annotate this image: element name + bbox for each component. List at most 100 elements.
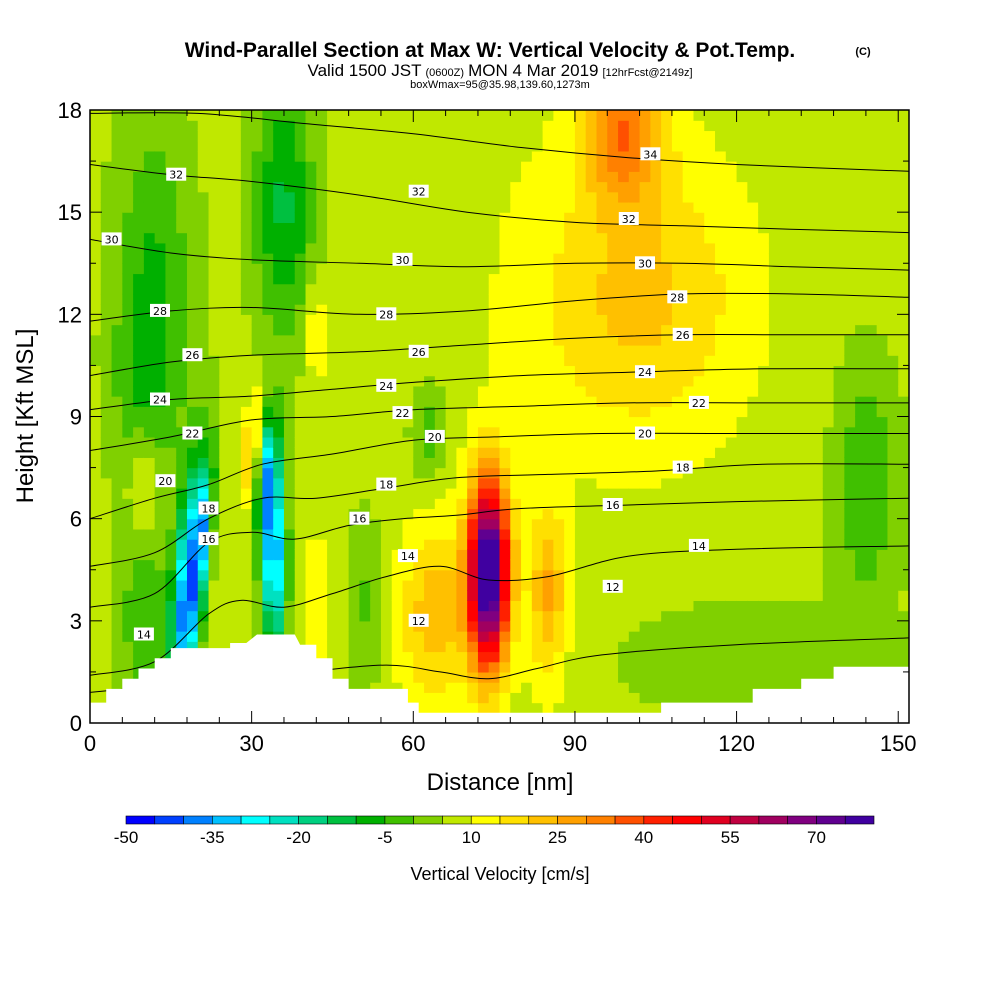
velocity-cell <box>596 610 608 622</box>
velocity-cell <box>574 396 587 407</box>
velocity-cell <box>855 457 867 469</box>
velocity-cell <box>801 508 813 520</box>
velocity-cell <box>521 171 533 183</box>
velocity-cell <box>359 314 371 326</box>
velocity-cell <box>111 110 123 121</box>
velocity-cell <box>337 344 350 356</box>
velocity-cell <box>531 375 544 387</box>
velocity-cell <box>402 518 414 530</box>
velocity-cell <box>230 222 242 234</box>
velocity-cell <box>887 457 899 469</box>
velocity-cell <box>488 140 501 152</box>
velocity-cell <box>607 191 619 203</box>
velocity-cell <box>801 671 813 683</box>
velocity-cell <box>650 344 662 356</box>
velocity-cell <box>531 631 544 642</box>
velocity-cell <box>553 314 565 326</box>
isentrope-label: 22 <box>688 395 709 410</box>
velocity-cell <box>499 631 511 642</box>
velocity-cell <box>370 590 382 601</box>
velocity-cell <box>876 232 889 244</box>
velocity-cell <box>165 559 177 571</box>
velocity-cell <box>704 324 716 336</box>
velocity-cell <box>521 406 533 418</box>
velocity-cell <box>434 702 447 714</box>
velocity-cell <box>477 651 490 663</box>
isentrope-label-box <box>376 477 397 491</box>
velocity-cell <box>424 150 436 162</box>
velocity-cell <box>316 161 328 172</box>
velocity-cell <box>165 293 177 305</box>
velocity-cell <box>327 253 339 264</box>
velocity-cell <box>413 222 425 234</box>
velocity-cell <box>693 181 705 193</box>
velocity-cell <box>898 620 909 632</box>
velocity-cell <box>294 140 307 152</box>
velocity-cell <box>90 416 102 428</box>
velocity-cell <box>564 242 576 254</box>
velocity-cell <box>133 518 145 530</box>
velocity-cell <box>865 242 878 254</box>
velocity-cell <box>111 242 123 254</box>
velocity-cell <box>618 488 630 499</box>
velocity-cell <box>208 334 220 346</box>
velocity-cell <box>186 212 199 223</box>
velocity-cell <box>122 651 134 663</box>
velocity-cell <box>197 518 210 530</box>
velocity-cell <box>607 620 619 632</box>
velocity-cell <box>100 569 113 581</box>
velocity-cell <box>283 488 296 499</box>
velocity-cell <box>725 283 738 295</box>
velocity-cell <box>650 140 662 152</box>
velocity-cell <box>607 447 619 458</box>
velocity-cell <box>521 375 533 387</box>
velocity-cell <box>693 140 705 152</box>
velocity-cell <box>327 242 339 254</box>
velocity-cell <box>467 416 479 428</box>
velocity-cell <box>833 181 845 193</box>
velocity-cell <box>715 641 727 653</box>
velocity-cell <box>208 447 220 458</box>
velocity-cell <box>154 518 167 530</box>
velocity-cell <box>434 293 447 305</box>
velocity-cell <box>553 293 565 305</box>
velocity-cell <box>370 488 382 499</box>
velocity-cell <box>337 140 350 152</box>
velocity-cell <box>305 355 317 367</box>
velocity-cell <box>316 344 328 356</box>
velocity-cell <box>327 334 339 346</box>
isentrope-label-text: 30 <box>638 257 652 270</box>
velocity-cell <box>402 130 414 142</box>
isentrope-label-box <box>150 392 170 406</box>
velocity-cell <box>348 671 361 683</box>
velocity-cell <box>90 293 102 305</box>
velocity-cell <box>327 201 339 213</box>
velocity-cell <box>154 549 167 561</box>
velocity-cell <box>305 590 317 601</box>
velocity-cell <box>208 406 220 418</box>
velocity-cell <box>230 447 242 458</box>
velocity-cell <box>801 181 813 193</box>
velocity-cell <box>768 293 781 305</box>
velocity-cell <box>671 385 684 397</box>
velocity-cell <box>865 212 878 223</box>
velocity-cell <box>790 161 802 172</box>
velocity-cell <box>305 365 317 377</box>
velocity-cell <box>359 539 371 550</box>
velocity-cell <box>380 436 393 448</box>
velocity-cell <box>650 324 662 336</box>
velocity-cell <box>111 355 123 367</box>
velocity-cell <box>305 549 317 561</box>
velocity-cell <box>779 355 792 367</box>
velocity-cell <box>865 161 878 172</box>
velocity-cell <box>682 293 695 305</box>
velocity-cell <box>176 334 188 346</box>
velocity-cell <box>704 692 716 704</box>
velocity-cell <box>747 559 759 571</box>
velocity-cell <box>337 232 350 244</box>
velocity-cell <box>176 242 188 254</box>
velocity-cell <box>671 181 684 193</box>
velocity-cell <box>337 304 350 315</box>
velocity-cell <box>370 426 382 438</box>
velocity-cell <box>488 416 501 428</box>
